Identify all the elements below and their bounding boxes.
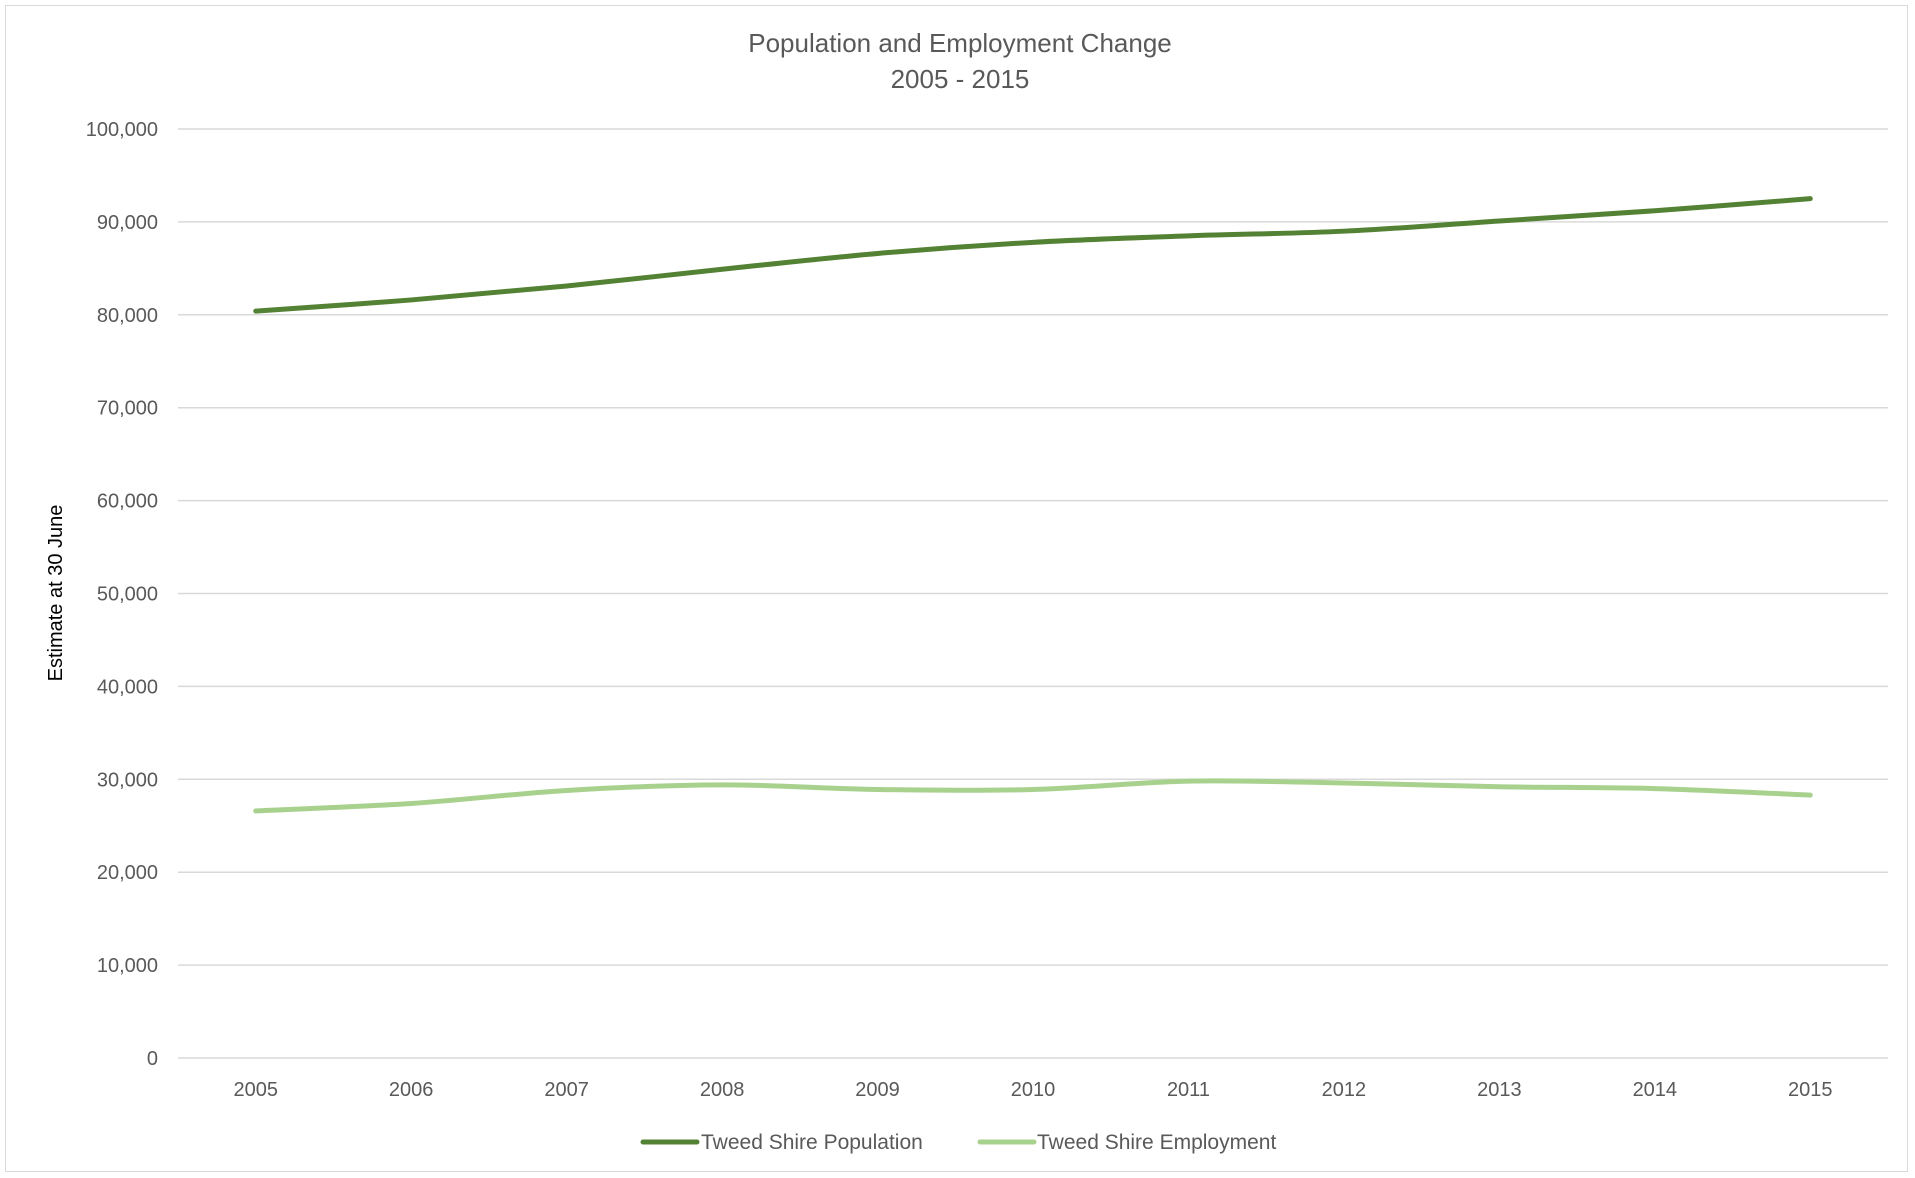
y-tick-label: 70,000 bbox=[97, 398, 158, 420]
y-tick-label: 10,000 bbox=[97, 955, 158, 977]
x-tick-label: 2012 bbox=[1322, 1079, 1367, 1101]
y-tick-label: 20,000 bbox=[97, 862, 158, 884]
gridlines bbox=[178, 128, 1888, 1059]
chart-title: Population and Employment Change bbox=[748, 28, 1172, 58]
x-tick-label: 2005 bbox=[233, 1079, 278, 1101]
legend-label: Tweed Shire Employment bbox=[1037, 1131, 1276, 1154]
series-line-employment bbox=[253, 778, 1813, 814]
y-tick-label: 40,000 bbox=[97, 676, 158, 698]
x-tick-label: 2010 bbox=[1011, 1079, 1056, 1101]
y-tick-label: 30,000 bbox=[97, 769, 158, 791]
y-tick-label: 60,000 bbox=[97, 491, 158, 513]
x-axis-tick-labels: 2005 2006 2007 2008 2009 2010 2011 2012 2013 2014… bbox=[233, 1079, 1832, 1101]
y-tick-label: 0 bbox=[147, 1048, 158, 1070]
y-axis-title: Estimate at 30 June bbox=[45, 505, 67, 682]
y-axis-tick-labels: 0 10,000 20,000 30,000 40,000 50,000 60,000 70,… bbox=[86, 119, 158, 1070]
chart-frame bbox=[5, 5, 1908, 1172]
x-tick-label: 2014 bbox=[1633, 1079, 1678, 1101]
series-lines bbox=[253, 196, 1813, 814]
x-tick-label: 2015 bbox=[1788, 1079, 1833, 1101]
x-tick-label: 2007 bbox=[544, 1079, 589, 1101]
x-tick-label: 2009 bbox=[855, 1079, 900, 1101]
x-tick-label: 2011 bbox=[1167, 1079, 1210, 1101]
y-tick-label: 50,000 bbox=[97, 584, 158, 606]
x-tick-label: 2013 bbox=[1477, 1079, 1522, 1101]
x-tick-label: 2006 bbox=[389, 1079, 434, 1101]
y-tick-label: 90,000 bbox=[97, 212, 158, 234]
series-line-population bbox=[253, 196, 1813, 314]
x-tick-label: 2008 bbox=[700, 1079, 745, 1101]
chart-subtitle: 2005 - 2015 bbox=[891, 64, 1030, 94]
legend-label: Tweed Shire Population bbox=[701, 1131, 923, 1154]
legend: Tweed Shire Population Tweed Shire Employ… bbox=[640, 1131, 1276, 1154]
y-tick-label: 100,000 bbox=[86, 119, 158, 141]
y-tick-label: 80,000 bbox=[97, 305, 158, 327]
